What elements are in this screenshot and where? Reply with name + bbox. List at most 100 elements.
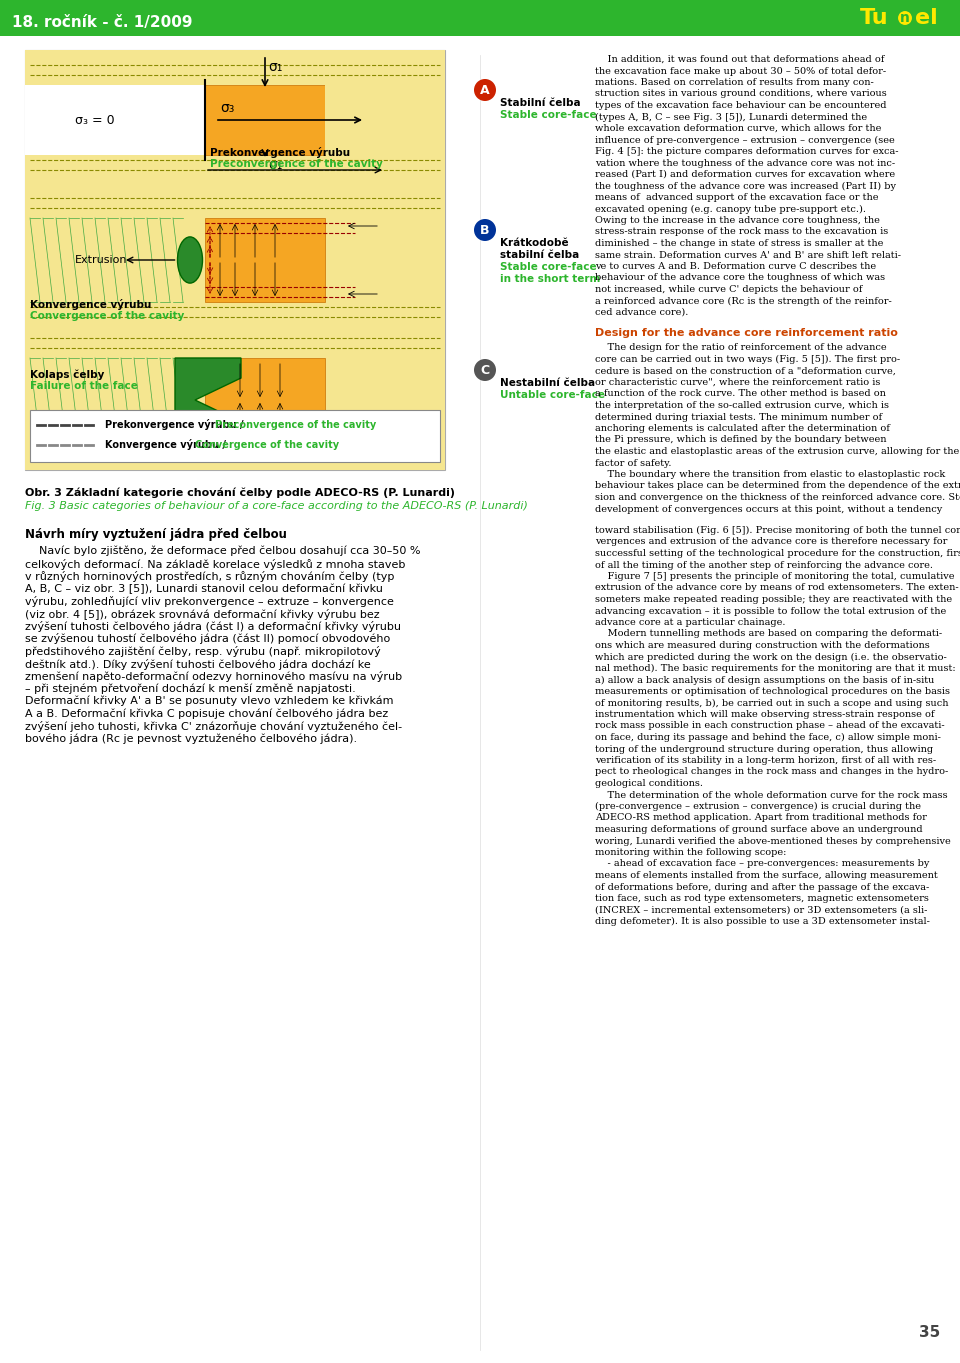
Text: same strain. Deformation curves A' and B' are shift left relati-: same strain. Deformation curves A' and B… xyxy=(595,251,901,259)
Text: rock mass possible in each construction phase – ahead of the excavati-: rock mass possible in each construction … xyxy=(595,721,945,731)
Text: means of elements installed from the surface, allowing measurement: means of elements installed from the sur… xyxy=(595,871,938,880)
Text: pect to rheological changes in the rock mass and changes in the hydro-: pect to rheological changes in the rock … xyxy=(595,767,948,777)
Bar xyxy=(25,189,445,330)
Bar xyxy=(25,50,445,189)
Text: deštník atd.). Díky zvýšení tuhosti čelbového jádra dochází ke: deštník atd.). Díky zvýšení tuhosti čelb… xyxy=(25,658,371,669)
Text: The design for the ratio of reinforcement of the advance: The design for the ratio of reinforcemen… xyxy=(595,343,887,353)
Text: measurements or optimisation of technological procedures on the basis: measurements or optimisation of technolo… xyxy=(595,687,950,696)
Text: development of convergences occurs at this point, without a tendency: development of convergences occurs at th… xyxy=(595,504,943,514)
Text: Fig. 3 Basic categories of behaviour of a core-face according to the ADECO-RS (P: Fig. 3 Basic categories of behaviour of … xyxy=(25,502,528,511)
Text: stress-strain response of the rock mass to the excavation is: stress-strain response of the rock mass … xyxy=(595,228,888,237)
Text: sion and convergence on the thickness of the reinforced advance core. Step: sion and convergence on the thickness of… xyxy=(595,493,960,502)
Text: factor of safety.: factor of safety. xyxy=(595,458,671,468)
Text: the Pi pressure, which is defined by the boundary between: the Pi pressure, which is defined by the… xyxy=(595,436,886,444)
Bar xyxy=(25,85,205,155)
Text: instrumentation which will make observing stress-strain response of: instrumentation which will make observin… xyxy=(595,710,934,720)
Text: successful setting of the technological procedure for the construction, first: successful setting of the technological … xyxy=(595,549,960,557)
Text: bového jádra (Rc je pevnost vyztuženého čelbového jádra).: bového jádra (Rc je pevnost vyztuženého … xyxy=(25,733,357,744)
Text: a function of the rock curve. The other method is based on: a function of the rock curve. The other … xyxy=(595,390,886,398)
Text: Kolaps čelby: Kolaps čelby xyxy=(30,369,105,380)
Text: σ₁: σ₁ xyxy=(268,158,282,172)
Text: influence of pre-convergence – extrusion – convergence (see: influence of pre-convergence – extrusion… xyxy=(595,135,895,144)
Text: Návrh míry vyztužení jádra před čelbou: Návrh míry vyztužení jádra před čelbou xyxy=(25,527,287,541)
Text: A a B. Deformační křivka C popisuje chování čelbového jádra bez: A a B. Deformační křivka C popisuje chov… xyxy=(25,709,388,720)
Text: advancing excavation – it is possible to follow the total extrusion of the: advancing excavation – it is possible to… xyxy=(595,607,947,616)
Text: the excavation face make up about 30 – 50% of total defor-: the excavation face make up about 30 – 5… xyxy=(595,67,886,75)
Text: Konvergence výrubu /: Konvergence výrubu / xyxy=(105,439,229,451)
Bar xyxy=(205,358,325,442)
Text: (types A, B, C – see Fig. 3 [5]), Lunardi determined the: (types A, B, C – see Fig. 3 [5]), Lunard… xyxy=(595,113,867,121)
Text: ons which are measured during construction with the deformations: ons which are measured during constructi… xyxy=(595,641,929,650)
Text: - ahead of excavation face – pre-convergences: measurements by: - ahead of excavation face – pre-converg… xyxy=(595,860,929,868)
Text: tion face, such as rod type extensometers, magnetic extensometers: tion face, such as rod type extensometer… xyxy=(595,894,929,904)
Text: Nestabilní čelba: Nestabilní čelba xyxy=(500,378,595,388)
Text: n: n xyxy=(900,11,910,25)
Text: σ₃: σ₃ xyxy=(220,101,234,114)
Text: diminished – the change in state of stress is smaller at the: diminished – the change in state of stre… xyxy=(595,239,883,248)
Text: behaviour of the advance core the toughness of which was: behaviour of the advance core the toughn… xyxy=(595,274,885,282)
Text: a reinforced advance core (Rc is the strength of the reinfor-: a reinforced advance core (Rc is the str… xyxy=(595,297,892,305)
Text: toward stabilisation (Fig. 6 [5]). Precise monitoring of both the tunnel con-: toward stabilisation (Fig. 6 [5]). Preci… xyxy=(595,526,960,536)
Text: celkových deformací. Na základě korelace výsledků z mnoha staveb: celkových deformací. Na základě korelace… xyxy=(25,559,405,570)
Text: types of the excavation face behaviour can be encountered: types of the excavation face behaviour c… xyxy=(595,101,886,110)
Text: which are predicted during the work on the design (i.e. the observatio-: which are predicted during the work on t… xyxy=(595,653,947,661)
Text: measuring deformations of ground surface above an underground: measuring deformations of ground surface… xyxy=(595,825,923,834)
Polygon shape xyxy=(175,358,241,442)
Text: The determination of the whole deformation curve for the rock mass: The determination of the whole deformati… xyxy=(595,791,948,800)
Text: 35: 35 xyxy=(919,1325,940,1340)
Text: zvýšení tuhosti čelbového jádra (část I) a deformační křivky výrubu: zvýšení tuhosti čelbového jádra (část I)… xyxy=(25,622,401,632)
Text: Preconvergence of the cavity: Preconvergence of the cavity xyxy=(210,159,383,169)
Text: The boundary where the transition from elastic to elastoplastic rock: The boundary where the transition from e… xyxy=(595,470,946,478)
Text: zmenšení napěto-deformační odezvy horninového masívu na výrub: zmenšení napěto-deformační odezvy hornin… xyxy=(25,671,402,682)
Circle shape xyxy=(897,10,913,26)
Text: determined during triaxial tests. The minimum number of: determined during triaxial tests. The mi… xyxy=(595,413,882,421)
Text: Prekonvergence výrubu: Prekonvergence výrubu xyxy=(210,147,350,158)
Text: B: B xyxy=(480,224,490,237)
Text: A: A xyxy=(480,83,490,97)
Circle shape xyxy=(474,79,496,101)
Text: se zvýšenou tuhostí čelbového jádra (část II) pomocí obvodového: se zvýšenou tuhostí čelbového jádra (čás… xyxy=(25,634,391,645)
Bar xyxy=(25,50,445,470)
Text: Convergence of the cavity: Convergence of the cavity xyxy=(30,311,184,322)
Text: Obr. 3 Základní kategorie chování čelby podle ADECO-RS (P. Lunardi): Obr. 3 Základní kategorie chování čelby … xyxy=(25,488,455,499)
Text: Owing to the increase in the advance core toughness, the: Owing to the increase in the advance cor… xyxy=(595,215,880,225)
Text: – při stejném přetvoření dochází k menší změně napjatosti.: – při stejném přetvoření dochází k menší… xyxy=(25,683,356,694)
Text: Konvergence výrubu: Konvergence výrubu xyxy=(30,298,152,309)
Text: toring of the underground structure during operation, thus allowing: toring of the underground structure duri… xyxy=(595,744,933,754)
Text: (viz obr. 4 [5]), obrázek srovnává deformační křivky výrubu bez: (viz obr. 4 [5]), obrázek srovnává defor… xyxy=(25,608,379,620)
Text: advance core at a particular chainage.: advance core at a particular chainage. xyxy=(595,617,785,627)
Text: Krátkodobě
stabilní čelba: Krátkodobě stabilní čelba xyxy=(500,239,579,260)
Text: Stable core-face: Stable core-face xyxy=(500,110,596,120)
Text: (INCREX – incremental extensometers) or 3D extensometers (a sli-: (INCREX – incremental extensometers) or … xyxy=(595,905,927,915)
Bar xyxy=(205,218,325,303)
Text: (pre-convergence – extrusion – convergence) is crucial during the: (pre-convergence – extrusion – convergen… xyxy=(595,801,921,811)
Text: Navíc bylo zjištěno, že deformace před čelbou dosahují cca 30–50 %: Navíc bylo zjištěno, že deformace před č… xyxy=(25,547,420,556)
Text: Failure of the face: Failure of the face xyxy=(30,382,138,391)
Text: In addition, it was found out that deformations ahead of: In addition, it was found out that defor… xyxy=(595,55,884,64)
Text: ve to curves A and B. Deformation curve C describes the: ve to curves A and B. Deformation curve … xyxy=(595,262,876,271)
Text: Stabilní čelba: Stabilní čelba xyxy=(500,98,581,108)
Text: výrubu, zohledňující vliv prekonvergence – extruze – konvergence: výrubu, zohledňující vliv prekonvergence… xyxy=(25,596,394,607)
Text: A, B, C – viz obr. 3 [5]), Lunardi stanovil celou deformační křivku: A, B, C – viz obr. 3 [5]), Lunardi stano… xyxy=(25,583,383,594)
Text: behaviour takes place can be determined from the dependence of the extru-: behaviour takes place can be determined … xyxy=(595,481,960,491)
Text: not increased, while curve C' depicts the behaviour of: not increased, while curve C' depicts th… xyxy=(595,285,862,294)
Text: anchoring elements is calculated after the determination of: anchoring elements is calculated after t… xyxy=(595,424,890,433)
Text: vation where the toughness of the advance core was not inc-: vation where the toughness of the advanc… xyxy=(595,158,895,168)
Text: vergences and extrusion of the advance core is therefore necessary for: vergences and extrusion of the advance c… xyxy=(595,537,948,547)
Text: mations. Based on correlation of results from many con-: mations. Based on correlation of results… xyxy=(595,78,874,87)
Text: geological conditions.: geological conditions. xyxy=(595,780,703,788)
Text: the toughness of the advance core was increased (Part II) by: the toughness of the advance core was in… xyxy=(595,181,896,191)
Text: cedure is based on the construction of a "deformation curve,: cedure is based on the construction of a… xyxy=(595,367,896,375)
Text: extrusion of the advance core by means of rod extensometers. The exten-: extrusion of the advance core by means o… xyxy=(595,583,959,593)
Text: ced advance core).: ced advance core). xyxy=(595,308,688,318)
Text: means of  advanced support of the excavation face or the: means of advanced support of the excavat… xyxy=(595,194,878,202)
Text: struction sites in various ground conditions, where various: struction sites in various ground condit… xyxy=(595,90,887,98)
Text: reased (Part I) and deformation curves for excavation where: reased (Part I) and deformation curves f… xyxy=(595,170,895,179)
Text: Design for the advance core reinforcement ratio: Design for the advance core reinforcemen… xyxy=(595,327,898,338)
Bar xyxy=(25,330,445,470)
Text: verification of its stability in a long-term horizon, first of all with res-: verification of its stability in a long-… xyxy=(595,756,936,765)
Text: Fig. 4 [5]: the picture compares deformation curves for exca-: Fig. 4 [5]: the picture compares deforma… xyxy=(595,147,899,155)
Bar xyxy=(325,85,445,155)
Text: of monitoring results, b), be carried out in such a scope and using such: of monitoring results, b), be carried ou… xyxy=(595,698,948,707)
Text: 18. ročník - č. 1/2009: 18. ročník - č. 1/2009 xyxy=(12,15,193,30)
